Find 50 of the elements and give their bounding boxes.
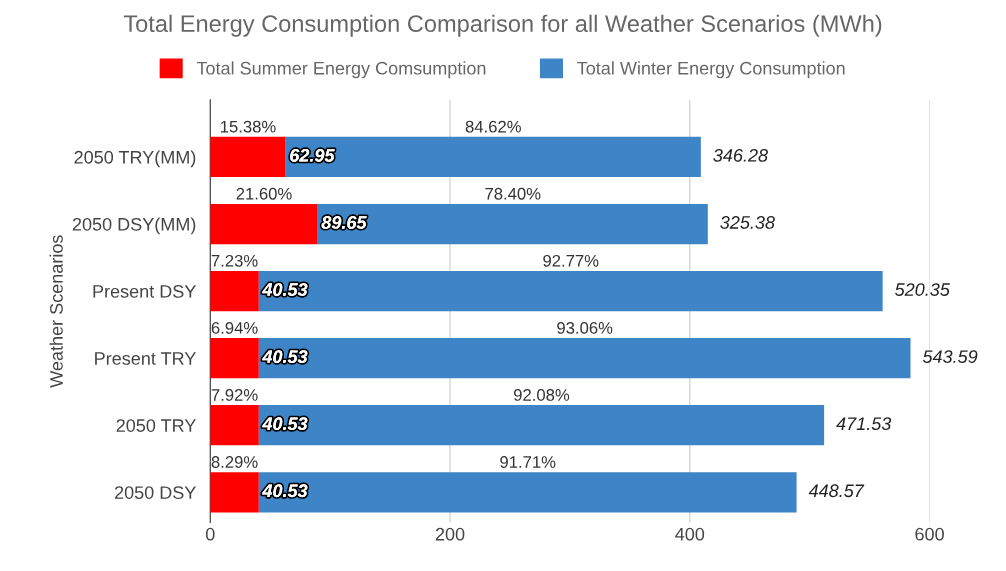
data-label: 40.53 xyxy=(262,350,308,363)
data-label: 325.38 xyxy=(720,216,775,229)
data-label: 543.59 xyxy=(922,350,978,363)
y-tick-label: 2050 TRY xyxy=(116,419,196,432)
bar xyxy=(258,405,825,446)
data-label: 346.28 xyxy=(713,149,768,162)
data-label: 62.95 xyxy=(290,149,335,162)
annotation: 78.40% xyxy=(485,187,541,200)
bar xyxy=(258,338,911,379)
annotation: 8.29% xyxy=(211,456,258,468)
data-label: 40.53 xyxy=(262,283,308,296)
data-label: 40.53 xyxy=(262,417,308,431)
x-tick-label: 400 xyxy=(675,527,705,541)
data-label: 471.53 xyxy=(836,417,892,431)
annotation: 92.08% xyxy=(514,389,570,401)
bar xyxy=(258,472,797,513)
bar xyxy=(210,136,286,178)
data-label: 89.65 xyxy=(321,216,367,229)
bar xyxy=(285,136,701,178)
annotation: 92.77% xyxy=(543,254,599,267)
data-label: 520.35 xyxy=(895,283,950,296)
y-axis-title: Weather Scenarios xyxy=(49,235,63,388)
annotation: 15.38% xyxy=(221,120,276,133)
legend-label: Total Summer Energy Comsumption xyxy=(196,61,486,79)
annotation: 91.71% xyxy=(500,456,556,468)
bar xyxy=(210,472,259,513)
annotation: 21.60% xyxy=(236,187,292,200)
annotation: 7.23% xyxy=(211,254,258,267)
y-tick-label: 2050 DSY xyxy=(114,486,196,499)
annotation: 6.94% xyxy=(211,321,258,334)
x-tick-label: 200 xyxy=(435,527,465,541)
data-label: 448.57 xyxy=(808,484,865,498)
y-tick-label: 2050 TRY(MM) xyxy=(74,150,196,168)
bar xyxy=(210,270,259,312)
chart-title: Total Energy Consumption Comparison for all Weather Scenarios (MWh) xyxy=(123,14,882,37)
annotation: 7.92% xyxy=(211,389,258,401)
bar xyxy=(210,405,259,446)
x-tick-label: 0 xyxy=(205,527,215,541)
bar xyxy=(258,270,883,312)
bar xyxy=(317,203,708,245)
data-label: 40.53 xyxy=(262,484,308,498)
y-tick-label: Present DSY xyxy=(93,285,196,298)
y-tick-label: Present TRY xyxy=(95,352,196,365)
legend-label: Total Winter Energy Consumption xyxy=(577,61,845,79)
annotation: 84.62% xyxy=(465,120,521,133)
bar xyxy=(210,338,259,379)
y-tick-label: 2050 DSY(MM) xyxy=(72,217,196,235)
annotation: 93.06% xyxy=(557,321,613,334)
bar xyxy=(210,203,318,245)
x-tick-label: 600 xyxy=(915,527,944,541)
